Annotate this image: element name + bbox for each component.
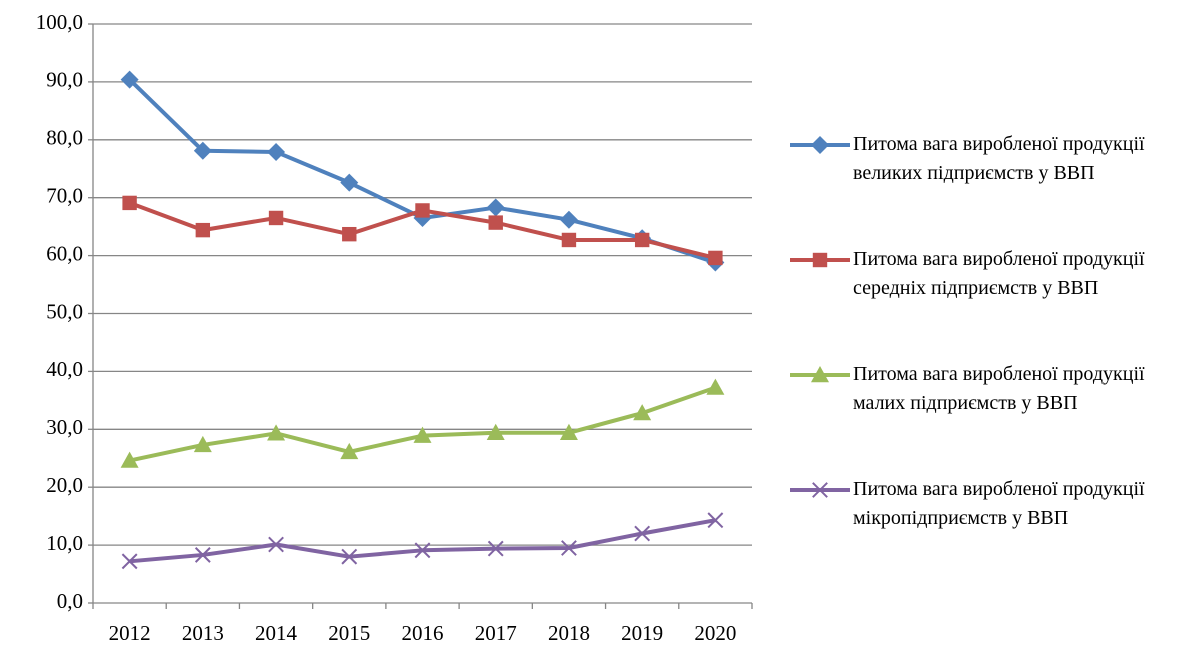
marker [633,404,652,421]
marker [121,553,138,570]
marker [120,451,139,468]
marker [487,540,504,557]
y-tick-label: 40,0 [46,357,83,381]
x-tick-label: 2020 [694,621,736,645]
legend-label: Питома вага виробленої продукції мікропі… [853,478,1145,529]
marker [812,252,828,268]
marker [812,482,828,498]
marker [340,173,359,192]
marker [268,210,284,226]
x-tick-label: 2013 [182,621,224,645]
x-tick-label: 2018 [548,621,590,645]
x-tick-label: 2015 [328,621,370,645]
marker [268,536,284,553]
y-tick-label: 100,0 [36,10,83,34]
series-line [129,518,716,564]
marker [559,423,578,440]
marker [267,142,286,161]
marker [195,222,211,238]
x-tick-label: 2017 [475,621,517,645]
marker [122,195,137,211]
marker [193,435,212,453]
marker [342,226,357,242]
marker [486,423,505,440]
series-line [128,78,717,265]
marker [559,210,578,229]
y-tick-label: 80,0 [46,126,83,150]
y-tick-label: 70,0 [46,184,83,208]
marker [340,442,359,460]
marker [193,141,212,160]
marker [415,203,430,218]
marker [486,198,505,217]
marker [707,512,724,529]
marker [634,525,651,542]
y-tick-label: 10,0 [46,531,83,555]
x-tick-label: 2012 [109,621,151,645]
marker [811,136,829,154]
marker [194,547,211,563]
marker [811,366,829,383]
y-tick-label: 50,0 [46,299,83,323]
marker [267,424,286,441]
x-tick-label: 2019 [621,621,663,645]
marker [488,215,503,230]
y-tick-label: 20,0 [46,473,83,497]
marker [414,542,431,559]
y-tick-label: 30,0 [46,415,83,439]
marker [708,250,723,266]
marker [561,232,577,248]
marker [120,70,139,89]
legend-label: Питома вага виробленої продукції великих… [853,133,1145,184]
marker [634,232,650,248]
series-line [129,385,717,463]
legend-label: Питома вага виробленої продукції середні… [853,248,1145,299]
legend-label: Питома вага виробленої продукції малих п… [853,363,1145,414]
marker [413,426,432,443]
x-tick-label: 2016 [402,621,444,645]
marker [561,540,577,556]
marker [706,378,725,395]
y-tick-label: 60,0 [46,241,83,265]
x-tick-label: 2014 [255,621,298,645]
y-tick-label: 90,0 [46,68,83,92]
y-tick-label: 0,0 [57,589,83,613]
marker [341,548,358,565]
